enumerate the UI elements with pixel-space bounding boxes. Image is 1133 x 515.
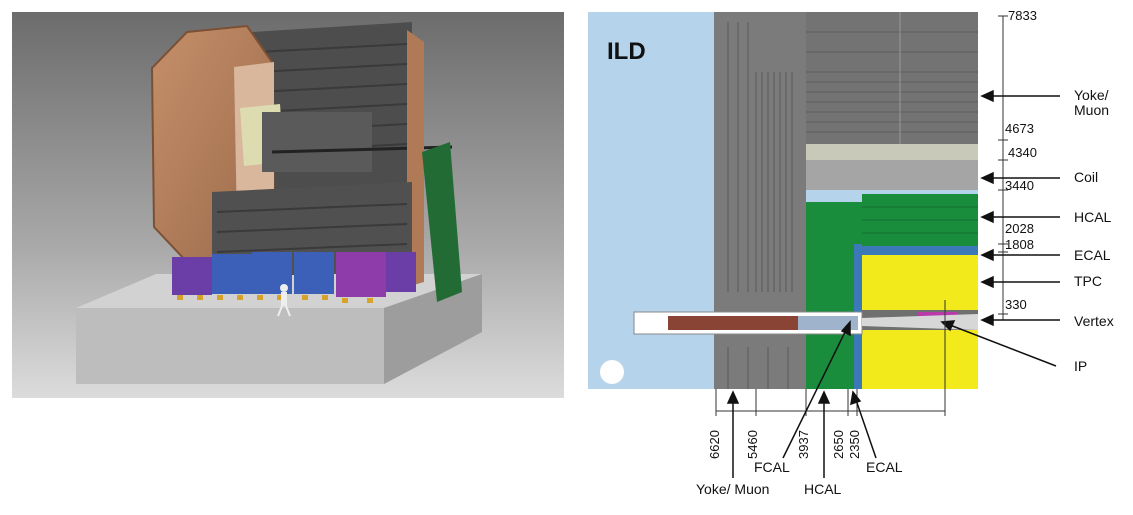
- dim-7833: 7833: [1008, 8, 1037, 23]
- diagram-title: ILD: [607, 38, 646, 65]
- fcal-shield: [668, 316, 798, 330]
- label-hcal: HCAL: [1074, 209, 1112, 225]
- label-hcal-bottom: HCAL: [804, 481, 842, 497]
- dim-2028: 2028: [1005, 221, 1034, 236]
- human-figure: [277, 284, 291, 317]
- label-ecal-bottom: ECAL: [866, 459, 903, 475]
- label-yoke-muon: Yoke/ Muon: [1074, 87, 1110, 118]
- detector-3d-render: [12, 12, 564, 398]
- label-ip: IP: [1074, 358, 1088, 374]
- dim-2350: 2350: [847, 430, 862, 459]
- dim-4673: 4673: [1005, 121, 1034, 136]
- label-coil: Coil: [1074, 169, 1099, 185]
- dim-6620: 6620: [707, 430, 722, 459]
- dim-5460: 5460: [745, 430, 760, 459]
- hcal-endcap: [806, 202, 862, 389]
- base-blocks: [172, 252, 416, 297]
- label-yoke-muon-bottom: Yoke/ Muon: [696, 481, 770, 497]
- dim-3440: 3440: [1005, 178, 1034, 193]
- label-tpc: TPC: [1074, 273, 1102, 289]
- label-vertex: Vertex: [1074, 313, 1114, 329]
- label-fcal: FCAL: [754, 459, 790, 475]
- label-ecal: ECAL: [1074, 247, 1111, 263]
- dim-330: 330: [1005, 297, 1027, 312]
- coil: [806, 160, 978, 190]
- dim-2650: 2650: [831, 430, 846, 459]
- ecal-barrel: [862, 246, 978, 255]
- dim-3937: 3937: [796, 430, 811, 459]
- support-structure: [422, 142, 462, 302]
- ild-quadrant-diagram: [588, 12, 978, 389]
- dim-4340: 4340: [1008, 145, 1037, 160]
- dim-1808: 1808: [1005, 237, 1034, 252]
- yoke-barrel: [806, 12, 978, 150]
- ip-marker: [600, 360, 624, 384]
